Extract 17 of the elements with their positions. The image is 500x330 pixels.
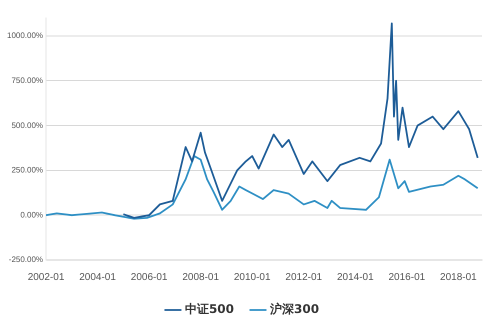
- x-tick-label: 2018-01: [440, 272, 478, 283]
- x-tick-label: 2008-01: [182, 272, 220, 283]
- y-tick-label: -250.00%: [8, 255, 44, 264]
- legend-label: 沪深300: [269, 302, 320, 316]
- y-tick-label: 750.00%: [11, 76, 44, 85]
- x-tick-label: 2010-01: [234, 272, 271, 283]
- x-tick-label: 2002-01: [28, 272, 65, 283]
- y-tick-label: 250.00%: [11, 166, 44, 175]
- y-tick-label: 1000.00%: [7, 31, 44, 40]
- x-tick-label: 2004-01: [79, 272, 116, 283]
- x-tick-label: 2016-01: [388, 272, 426, 283]
- x-tick-label: 2014-01: [336, 272, 374, 283]
- x-tick-label: 2012-01: [285, 272, 323, 283]
- legend-label: 中证500: [184, 302, 234, 316]
- y-tick-label: 0.00%: [20, 210, 44, 220]
- x-tick-label: 2006-01: [130, 272, 168, 283]
- y-tick-label: 500.00%: [11, 120, 44, 130]
